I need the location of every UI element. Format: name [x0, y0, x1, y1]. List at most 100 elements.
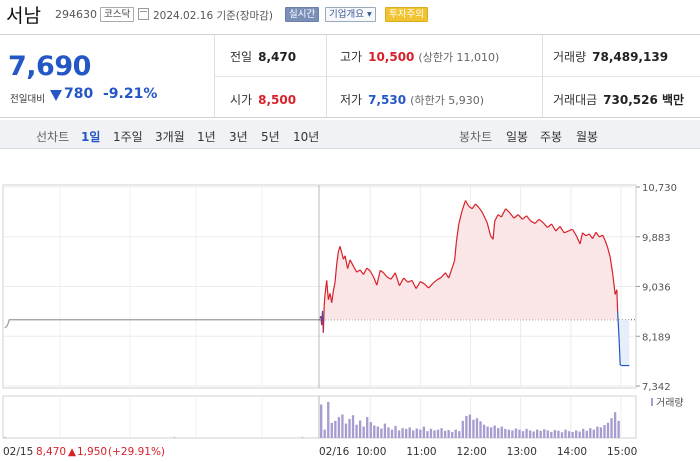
price-line-segment — [424, 283, 430, 289]
volume-bar — [408, 427, 411, 438]
price-line-segment — [461, 200, 467, 211]
price-line-segment — [509, 212, 515, 219]
tab-monthly-candle[interactable]: 월봉 — [576, 130, 599, 144]
volume-bar — [553, 430, 557, 438]
price-line-segment — [471, 203, 477, 210]
y-tick-label: 10,730 — [642, 183, 677, 194]
price-line-segment — [598, 234, 603, 238]
price-line-segment — [386, 276, 392, 280]
lower-limit: (하한가 5,930) — [410, 94, 484, 107]
period-tabs: 선차트 1일 1주일 3개월 1년 3년 5년 10년 봉차트 일봉 주봉 월봉 — [0, 120, 700, 149]
above-reference-fill — [320, 200, 630, 320]
price-line-segment — [492, 221, 496, 240]
realtime-button[interactable]: 실시간 — [285, 7, 320, 22]
prev-day-change-pct: (+29.91%) — [108, 446, 165, 458]
price-line-segment — [481, 211, 487, 220]
volume-bar — [404, 428, 408, 438]
volume-bar — [525, 428, 528, 438]
price-line-segment — [458, 210, 463, 225]
company-overview-dropdown[interactable]: 기업개요 ▾ — [325, 7, 376, 22]
price-line-segment — [411, 280, 417, 289]
price-line-segment — [451, 260, 456, 269]
volume-bar — [606, 422, 610, 438]
x-tick-label: 11:00 — [406, 446, 436, 458]
price-line-segment — [383, 272, 388, 278]
price-line-segment — [339, 246, 343, 253]
tab-weekly-candle[interactable]: 주봉 — [540, 130, 563, 144]
volume-bar — [468, 414, 472, 438]
line-chart-label: 선차트 — [36, 130, 70, 144]
tab-daily-candle[interactable]: 일봉 — [506, 130, 529, 144]
up-arrow-icon: ▲ — [68, 446, 77, 458]
volume-bar — [401, 428, 404, 438]
down-arrow-icon — [50, 90, 62, 101]
tab-1year[interactable]: 1년 — [197, 130, 216, 144]
volume-bar — [344, 423, 348, 438]
volume-bar — [173, 436, 175, 438]
volume-bar — [475, 418, 479, 438]
price-line-segment — [555, 225, 561, 232]
volume-bar — [599, 427, 603, 438]
price-line-segment — [455, 223, 460, 243]
x-tick-label-start: 02/15 — [3, 446, 33, 458]
volume-bar — [514, 428, 518, 438]
volume-bar — [351, 415, 355, 438]
price-line-segment — [415, 281, 421, 289]
tab-3month[interactable]: 3개월 — [155, 130, 185, 144]
volume-bar — [465, 415, 468, 438]
price-line-segment — [332, 282, 336, 292]
price-line-segment — [448, 267, 453, 279]
price-line-segment — [617, 311, 620, 344]
price-line-segment — [369, 270, 375, 278]
volume-bar — [578, 431, 581, 438]
price-line-segment — [485, 219, 488, 224]
x-tick-label: 10:00 — [356, 446, 386, 458]
volume-bar — [376, 426, 379, 438]
price-line-segment — [609, 256, 614, 274]
price-line-segment — [534, 218, 540, 224]
price-line-segment — [376, 270, 381, 286]
volume-bar — [330, 422, 333, 438]
amount-value: 730,526 백만 — [603, 93, 685, 107]
prev-day-change: 1,950 — [77, 446, 107, 458]
price-line-segment — [563, 230, 569, 234]
price-line-segment — [582, 232, 587, 237]
volume-bar — [550, 431, 553, 438]
tab-3year[interactable]: 3년 — [229, 130, 248, 144]
tab-10year[interactable]: 10년 — [293, 130, 320, 144]
x-tick-label: 13:00 — [507, 446, 537, 458]
volume-bar — [585, 430, 588, 438]
price-line-segment — [464, 200, 470, 207]
volume-bar — [383, 423, 387, 438]
volume-bar — [415, 428, 418, 438]
volume-bar — [497, 428, 500, 438]
volume-bar — [366, 417, 369, 438]
price-line-segment — [403, 277, 409, 283]
high-value: 10,500 — [368, 50, 415, 64]
tab-5year[interactable]: 5년 — [261, 130, 280, 144]
volume-bar — [557, 430, 560, 438]
prev-day-close: 8,470 — [36, 446, 66, 458]
price-line-segment — [568, 228, 573, 232]
prev-day-line — [4, 319, 321, 329]
below-reference-fill — [320, 319, 630, 366]
volume-bar — [532, 431, 535, 438]
y-tick-label: 9,036 — [642, 283, 671, 294]
volume-bar — [479, 421, 482, 438]
volume-bar — [334, 420, 337, 438]
current-price: 7,690 — [8, 51, 91, 82]
tab-1day[interactable]: 1일 — [81, 130, 101, 144]
volume-bar — [394, 425, 397, 438]
volume-bar — [301, 436, 303, 438]
volume-bar — [567, 431, 571, 438]
y-tick-label: 9,883 — [642, 233, 671, 244]
price-line-segment — [475, 203, 480, 208]
price-line-segment — [394, 272, 401, 286]
volume-bar — [433, 430, 436, 438]
volume-legend: 거래량 — [656, 397, 684, 409]
tab-1week[interactable]: 1주일 — [113, 130, 143, 144]
price-line-segment — [618, 343, 621, 365]
open-value: 8,500 — [258, 93, 297, 107]
price-line-segment — [407, 279, 413, 283]
stock-name: 서남 — [6, 5, 41, 27]
